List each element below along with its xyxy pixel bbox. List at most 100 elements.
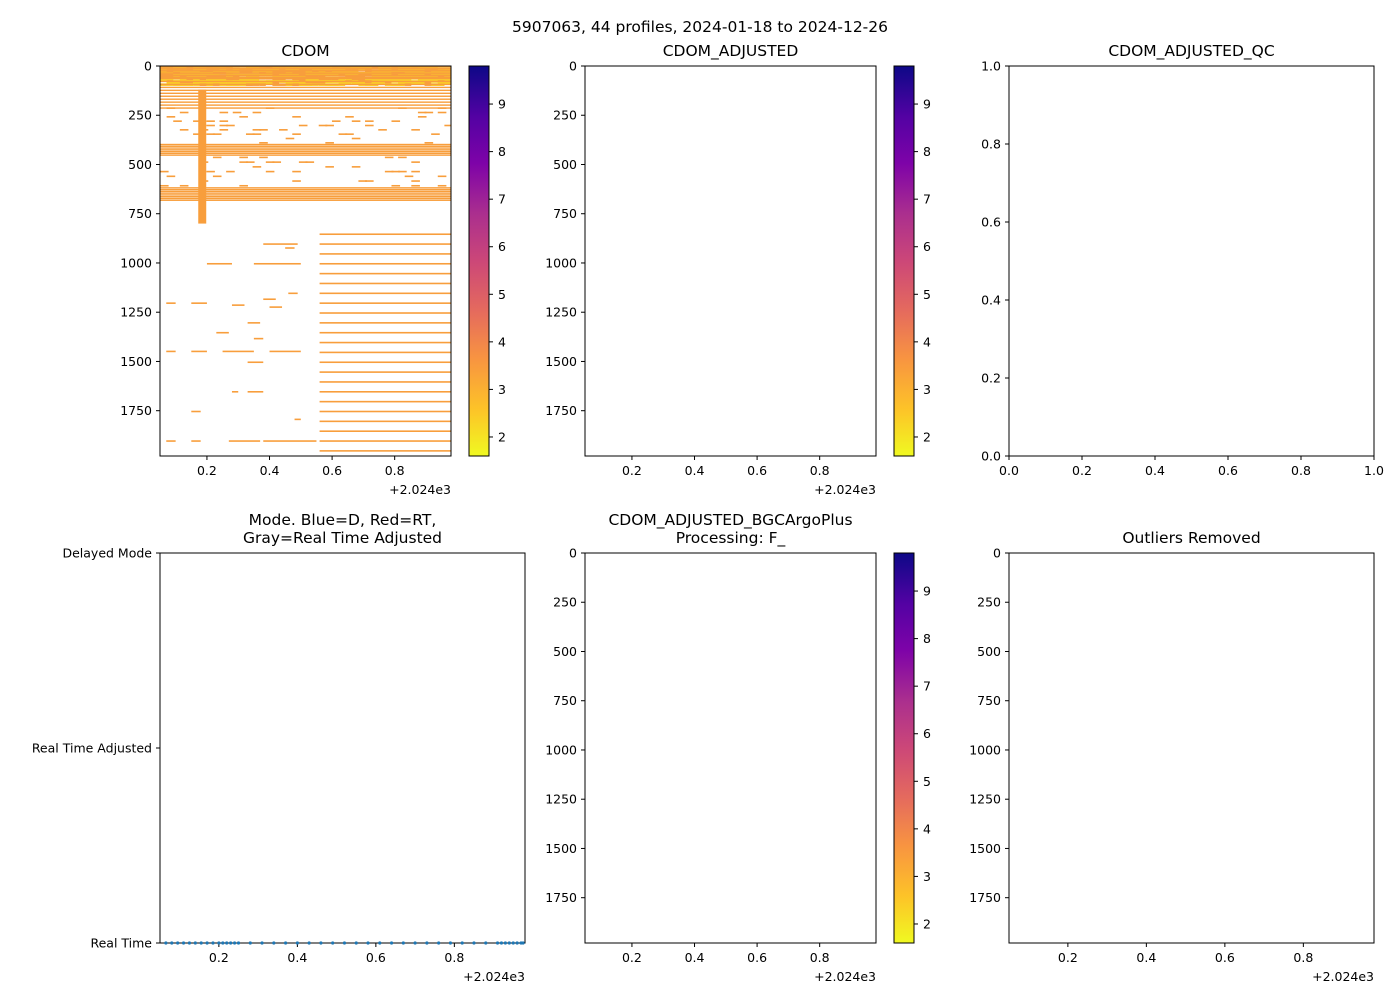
- heatmap-segment: [206, 262, 232, 265]
- heatmap-segment: [247, 322, 261, 324]
- colorbar-cdom_adjusted: 2 3 4 5 6 7 8 9: [893, 65, 931, 457]
- heatmap-cell: [193, 120, 202, 122]
- heatmap-segment: [191, 410, 201, 413]
- heatmap-cell: [160, 184, 169, 187]
- heatmap-cell: [398, 107, 407, 109]
- colorbar-tick-label: 3: [923, 382, 931, 397]
- x-tick-label: 0.4: [260, 463, 280, 478]
- mode-point: [319, 941, 323, 945]
- heatmap-cell: [245, 78, 260, 82]
- heatmap-band-line: [160, 154, 451, 156]
- y-tick-label: 1000: [545, 742, 577, 757]
- y-tick-label: 1750: [545, 403, 577, 418]
- mode-point: [205, 941, 209, 945]
- mode-point: [229, 941, 233, 945]
- x-tick-label: 0.8: [444, 950, 464, 965]
- mode-point: [331, 941, 335, 945]
- heatmap-band-line: [160, 107, 451, 109]
- heatmap-band-line: [160, 98, 451, 100]
- heatmap-segment: [263, 243, 298, 245]
- heatmap-segment: [263, 298, 276, 301]
- heatmap-cell: [252, 129, 262, 131]
- mode-point: [460, 941, 464, 945]
- y-tick-label: 0: [569, 59, 577, 74]
- heatmap-deep-line: [319, 341, 451, 344]
- heatmap-cell: [351, 166, 361, 168]
- heatmap-cell: [206, 124, 215, 127]
- heatmap-cell: [384, 81, 392, 85]
- heatmap-cell: [166, 78, 174, 82]
- x-tick-label: 0.8: [810, 463, 830, 478]
- heatmap-segment: [247, 391, 264, 393]
- x-tick-label: 0.6: [322, 463, 342, 478]
- y-tick-label: 1.0: [981, 59, 1001, 74]
- heatmap-band-line: [160, 74, 451, 77]
- colorbar-tick-label: 8: [923, 631, 931, 646]
- heatmap-deep-line: [319, 391, 451, 393]
- heatmap-band-line: [160, 197, 451, 200]
- x-tick-label: 0.2: [1058, 950, 1078, 965]
- y-tick-label: 750: [977, 693, 1001, 708]
- heatmap-cell: [365, 81, 372, 85]
- y-tick-label: 250: [553, 595, 577, 610]
- mode-point: [499, 941, 504, 945]
- mode-point: [507, 941, 511, 945]
- heatmap-cell: [292, 180, 301, 182]
- heatmap-cell: [206, 170, 215, 173]
- y-category-label: Delayed Mode: [62, 546, 152, 561]
- heatmap-band-line: [160, 67, 451, 70]
- heatmap-segment: [247, 361, 264, 364]
- panel-title-line-1: CDOM_ADJUSTED_BGCArgoPlus: [608, 511, 852, 530]
- heatmap-deep-line: [319, 450, 451, 452]
- heatmap-segment: [166, 302, 176, 304]
- heatmap-cell: [239, 116, 248, 118]
- heatmap-band-line: [160, 149, 451, 151]
- colorbar-tick-label: 6: [923, 726, 931, 741]
- heatmap-cell: [173, 120, 182, 122]
- colorbar-tick-label: 5: [923, 774, 931, 789]
- x-offset-label: +2.024e3: [463, 969, 525, 984]
- heatmap-segment: [253, 262, 301, 265]
- heatmap-band-line: [160, 69, 451, 71]
- heatmap-cell: [345, 133, 354, 135]
- heatmap-band-line: [160, 95, 451, 97]
- mode-point: [472, 941, 476, 945]
- heatmap-cell: [398, 170, 407, 173]
- heatmap-deep-line: [319, 243, 451, 245]
- heatmap-cell: [365, 124, 374, 127]
- heatmap-cell: [166, 116, 176, 118]
- heatmap-band-line: [160, 101, 451, 103]
- mode-point: [272, 941, 276, 945]
- heatmap-cell: [212, 156, 222, 159]
- y-tick-label: 0.6: [981, 215, 1001, 230]
- mode-point: [221, 941, 225, 945]
- heatmap-cell: [245, 133, 255, 135]
- heatmap-cell: [424, 78, 438, 82]
- colorbar-tick-label: 9: [923, 97, 931, 112]
- heatmap-cell: [226, 170, 235, 173]
- y-tick-label: 500: [128, 157, 152, 172]
- x-tick-label: 0.8: [1291, 463, 1311, 478]
- heatmap-cell: [424, 142, 434, 144]
- colorbar-tick-label: 3: [498, 382, 506, 397]
- axes-frame: [584, 552, 877, 944]
- heatmap-segment: [269, 350, 301, 353]
- y-tick-label: 0.8: [981, 137, 1001, 152]
- heatmap-deep-line: [319, 312, 451, 314]
- y-tick-label: 1000: [969, 742, 1001, 757]
- heatmap-cell: [444, 78, 451, 82]
- mode-point: [401, 941, 405, 945]
- heatmap-cell: [391, 120, 401, 122]
- colorbar-tick-label: 7: [498, 192, 506, 207]
- heatmap-cell: [252, 133, 262, 135]
- y-tick-label: 500: [553, 157, 577, 172]
- heatmap-band-line: [160, 66, 451, 68]
- heatmap-cell: [206, 81, 227, 85]
- heatmap-band-line: [160, 190, 451, 193]
- x-tick-label: 0.0: [999, 463, 1019, 478]
- panel-title-line-2: Gray=Real Time Adjusted: [243, 529, 442, 547]
- x-tick-label: 0.8: [1293, 950, 1313, 965]
- heatmap-segment: [263, 440, 317, 442]
- heatmap-cell: [166, 175, 176, 178]
- x-tick-label: 0.2: [622, 463, 642, 478]
